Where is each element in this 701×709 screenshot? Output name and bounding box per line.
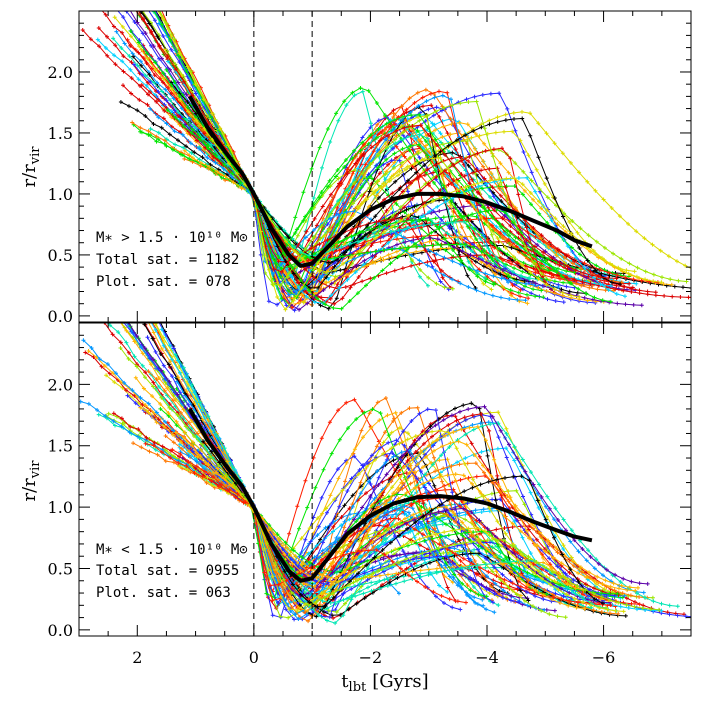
satellite-track [157,11,582,312]
top-mass-cut-label: M∗ > 1.5 · 10¹⁰ M⊙ [96,230,248,246]
bottom-plotted-sat-label: Plot. sat. = 063 [96,585,231,601]
y-tick-label: 0.0 [48,621,73,640]
bottom-median-track [187,407,593,583]
satellite-track [148,106,528,303]
y-tick-label: 1.0 [48,498,73,517]
y-tick-label: 0.5 [48,246,73,265]
satellite-track [112,15,664,285]
bottom-y-axis: 0.0 0.5 1.0 1.5 2.0 [48,334,691,640]
y-tick-label: 1.5 [48,124,73,143]
top-total-sat-label: Total sat. = 1182 [96,252,239,268]
bottom-y-axis-label: r/rvir [19,460,43,502]
top-y-axis-label: r/rvir [19,146,43,188]
top-plot-frame [78,10,692,323]
satellite-track [118,346,661,612]
y-tick-label: 1.5 [48,437,73,456]
bottom-panel: 0.0 0.5 1.0 1.5 2.0 2 0 −2 −4 −6 M∗ < 1.5 · 10¹⁰… [48,322,692,667]
satellite-track [170,447,468,605]
bottom-total-sat-label: Total sat. = 0955 [96,563,239,579]
x-axis-label: tlbt [Gyrs] [341,671,428,695]
x-tick-label: −6 [592,648,616,667]
x-tick-label: 0 [249,648,259,667]
x-tick-label: −4 [475,648,499,667]
satellite-track [148,323,638,593]
y-tick-label: 1.0 [48,185,73,204]
bottom-x-axis: 2 0 −2 −4 −6 [78,323,692,667]
y-tick-label: 0.5 [48,559,73,578]
satellite-track [189,461,626,614]
bottom-mass-cut-label: M∗ < 1.5 · 10¹⁰ M⊙ [96,542,248,558]
top-x-ticks [78,11,692,322]
top-y-axis: 0.0 0.5 1.0 1.5 2.0 [48,22,691,326]
y-tick-label: 2.0 [48,375,73,394]
top-median-track [187,95,593,268]
y-tick-label: 2.0 [48,63,73,82]
bottom-plot-frame [78,322,692,637]
x-tick-label: −2 [359,648,383,667]
top-panel: 0.0 0.5 1.0 1.5 2.0 M∗ > 1.5 · 10¹⁰ M⊙ Total… [48,10,692,326]
x-tick-label: 2 [132,648,142,667]
satellite-track [138,405,640,590]
y-tick-label: 0.0 [48,307,73,326]
top-plotted-sat-label: Plot. sat. = 078 [96,274,231,290]
